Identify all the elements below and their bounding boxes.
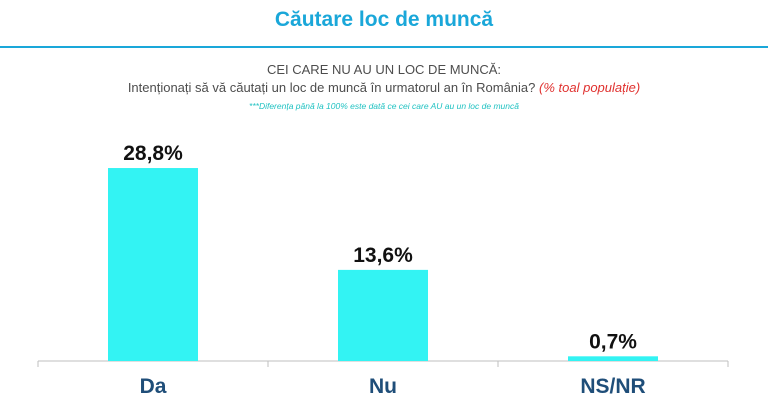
data-label: 13,6% [353, 244, 413, 267]
chart-title: Căutare loc de muncă [274, 8, 494, 31]
category-label: NS/NR [580, 375, 645, 398]
title-divider [0, 46, 768, 48]
data-label: 28,8% [123, 142, 183, 165]
question-line-1: CEI CARE NU AU UN LOC DE MUNCĂ: [266, 62, 502, 77]
category-label: Da [140, 375, 167, 398]
bar-nu [338, 269, 428, 361]
bar-ns-nr [568, 356, 658, 361]
question-text: Intenționați să vă căutați un loc de mun… [127, 80, 536, 95]
bar-da [108, 168, 198, 361]
question-line-2: Intenționați să vă căutați un loc de mun… [0, 80, 768, 95]
question-note: (% toal populație) [539, 80, 641, 95]
category-label: Nu [369, 375, 397, 398]
data-label: 0,7% [589, 330, 637, 353]
bar-chart: 28,8% Da 13,6% Nu 0,7% NS/NR [37, 142, 729, 398]
footnote: ***Diferența până la 100% este dată ce c… [249, 101, 519, 111]
